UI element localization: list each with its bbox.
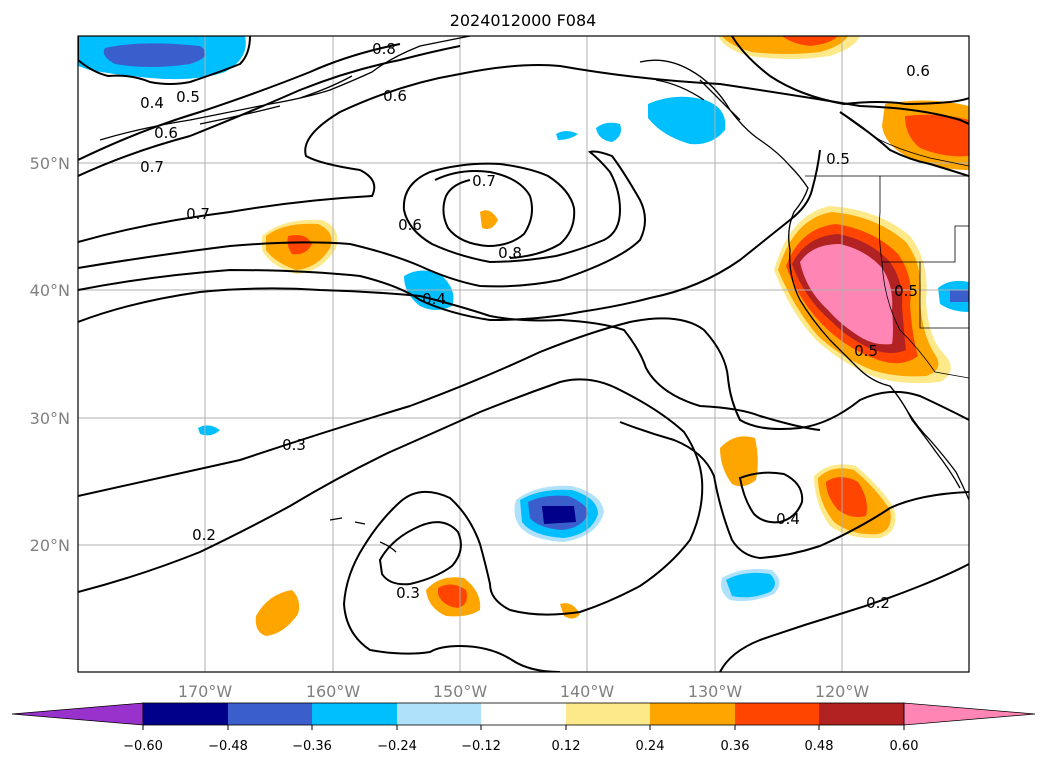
contour-label: 0.7 — [186, 205, 210, 223]
contour-label: 0.4 — [776, 510, 800, 528]
colorbar-bin — [228, 703, 312, 725]
negative-anomaly-region — [542, 506, 576, 524]
colorbar-bin — [566, 703, 650, 725]
contour-label: 0.5 — [176, 88, 200, 106]
contour-label: 0.3 — [282, 436, 306, 454]
contour-label: 0.6 — [398, 216, 422, 234]
positive-anomaly-region — [255, 590, 300, 636]
lon-label: 160°W — [306, 682, 361, 701]
negative-anomaly-region — [648, 96, 726, 145]
colorbar-underflow-triangle — [11, 702, 144, 726]
lat-label: 40°N — [30, 281, 70, 300]
colorbar-tick-label: −0.12 — [461, 739, 501, 754]
positive-anomaly-region — [826, 477, 867, 518]
lat-label: 20°N — [30, 536, 70, 555]
colorbar-tick-label: −0.24 — [377, 739, 417, 754]
colorbar-tick-label: 0.36 — [721, 739, 750, 754]
contour-label: 0.2 — [192, 526, 216, 544]
anomaly-shading — [78, 36, 969, 636]
colorbar-tick-label: −0.48 — [208, 739, 248, 754]
map-panel: 0.8 0.6 0.4 0.5 0.6 0.7 0.7 0.7 0.6 0.8 … — [77, 35, 970, 673]
lon-label: 170°W — [178, 682, 233, 701]
colorbar-bin — [650, 703, 735, 725]
lat-label: 50°N — [30, 154, 70, 173]
contour-label: 0.5 — [854, 342, 878, 360]
contour-label: 0.6 — [906, 62, 930, 80]
colorbar-tick-label: 0.60 — [890, 739, 919, 754]
contour-label: 0.7 — [140, 158, 164, 176]
lon-label: 140°W — [560, 682, 615, 701]
map-frame — [77, 35, 970, 673]
negative-anomaly-region — [950, 290, 969, 302]
colorbar-tick-label: −0.36 — [292, 739, 332, 754]
lon-label: 120°W — [815, 682, 870, 701]
colorbar-tick-label: −0.60 — [123, 739, 163, 754]
contour-label: 0.4 — [422, 290, 446, 308]
contour-lines — [78, 36, 969, 672]
negative-anomaly-region — [596, 122, 621, 142]
positive-anomaly-region — [905, 114, 969, 157]
colorbar-bin — [481, 703, 566, 725]
negative-anomaly-region — [556, 131, 578, 140]
contour-label: 0.5 — [894, 282, 918, 300]
coastlines — [99, 36, 969, 553]
colorbar-bin — [312, 703, 397, 725]
lat-label: 30°N — [30, 409, 70, 428]
contour-label: 0.8 — [372, 40, 396, 58]
colorbar-ticks — [142, 725, 905, 730]
contour-label: 0.4 — [140, 94, 164, 112]
lon-label: 150°W — [433, 682, 488, 701]
negative-anomaly-region — [726, 572, 775, 598]
contour-label: 0.6 — [154, 124, 178, 142]
positive-anomaly-region — [287, 235, 312, 255]
negative-anomaly-region — [103, 43, 206, 67]
latitude-labels: 50°N 40°N 30°N 20°N — [30, 154, 70, 555]
colorbar-bin — [397, 703, 481, 725]
colorbar-bin — [143, 703, 228, 725]
contour-label: 0.6 — [383, 87, 407, 105]
colorbar-tick-label: 0.24 — [636, 739, 665, 754]
contour-label: 0.8 — [498, 244, 522, 262]
colorbar-bin — [819, 703, 904, 725]
positive-anomaly-region — [800, 244, 893, 345]
contour-label: 0.2 — [866, 594, 890, 612]
colorbar-bin — [735, 703, 819, 725]
negative-anomaly-region — [198, 425, 220, 436]
colorbar-tick-label: 0.48 — [805, 739, 834, 754]
positive-anomaly-region — [480, 210, 498, 229]
lon-label: 130°W — [688, 682, 743, 701]
contour-label: 0.3 — [396, 584, 420, 602]
colorbar-overflow-triangle — [903, 702, 1036, 726]
positive-anomaly-region — [720, 436, 758, 487]
colorbar: −0.60 −0.48 −0.36 −0.24 −0.12 0.12 0.24 … — [11, 702, 1036, 754]
positive-anomaly-region — [782, 36, 838, 46]
contour-label: 0.5 — [826, 150, 850, 168]
colorbar-tick-label: 0.12 — [552, 739, 581, 754]
contour-label: 0.7 — [472, 172, 496, 190]
longitude-labels: 170°W 160°W 150°W 140°W 130°W 120°W — [178, 682, 870, 701]
contour-labels: 0.8 0.6 0.4 0.5 0.6 0.7 0.7 0.7 0.6 0.8 … — [140, 40, 930, 612]
map-title: 2024012000 F084 — [450, 11, 597, 30]
